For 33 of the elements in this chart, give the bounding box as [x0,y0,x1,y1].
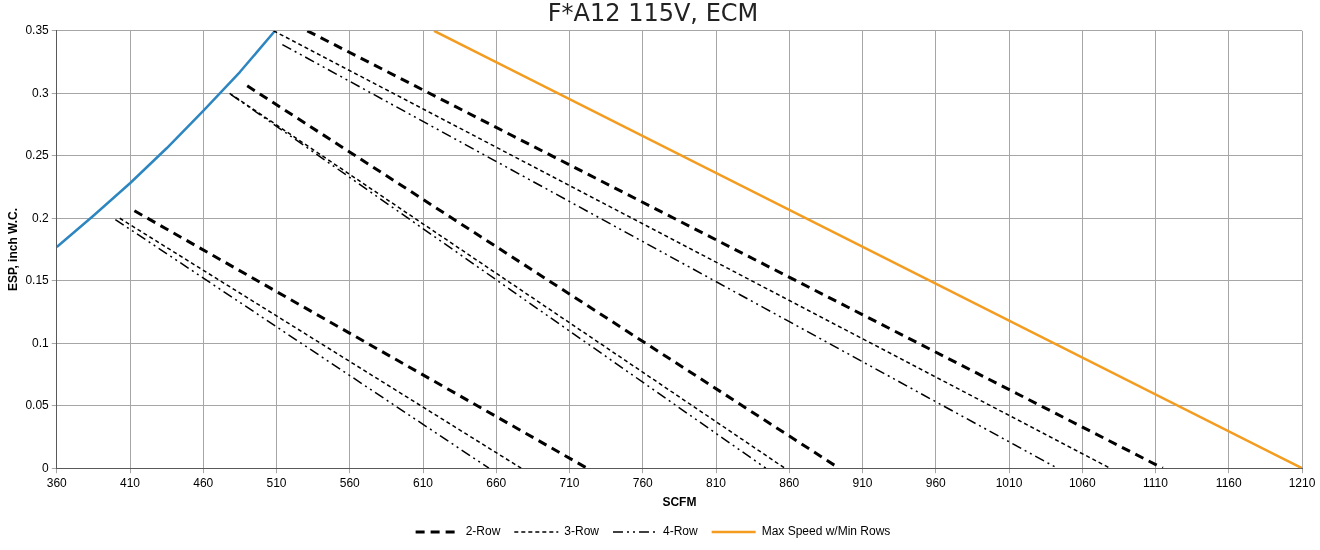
x-tick-label: 410 [119,475,141,490]
x-tick-label: 510 [266,475,287,490]
y-tick-label: 0 [42,460,50,475]
x-axis-title: SCFM [662,495,697,510]
chart-title: F*A12 115V, ECM [547,0,759,27]
y-tick-label: 0.15 [25,273,50,288]
x-tick-label: 610 [412,475,434,490]
x-tick-label: 360 [46,475,68,490]
legend-label: 4-Row [662,524,698,539]
x-tick-label: 1210 [1288,475,1316,490]
x-tick-label: 710 [559,475,580,490]
x-tick-label: 1110 [1143,475,1169,490]
legend-label: 3-Row [564,524,600,539]
y-tick-label: 0.05 [25,398,50,413]
y-tick-label: 0.25 [25,148,50,163]
x-tick-label: 560 [339,475,361,490]
y-axis-title: ESP, inch W.C. [5,207,20,292]
x-tick-label: 960 [925,475,947,490]
x-tick-label: 660 [486,475,507,490]
y-tick-label: 0.1 [32,335,50,350]
legend-label: 2-Row [465,524,501,539]
x-tick-label: 810 [705,475,727,490]
x-tick-label: 1160 [1215,475,1242,490]
x-tick-label: 1060 [1068,475,1096,490]
x-tick-label: 910 [852,475,873,490]
y-tick-label: 0.2 [32,210,50,225]
legend-label: Max Speed w/Min Rows [761,524,891,539]
x-tick-label: 860 [779,475,800,490]
x-tick-label: 1010 [995,475,1023,490]
x-tick-label: 460 [193,475,214,490]
y-tick-label: 0.35 [25,23,50,38]
x-tick-label: 760 [632,475,654,490]
y-tick-label: 0.3 [32,85,50,100]
